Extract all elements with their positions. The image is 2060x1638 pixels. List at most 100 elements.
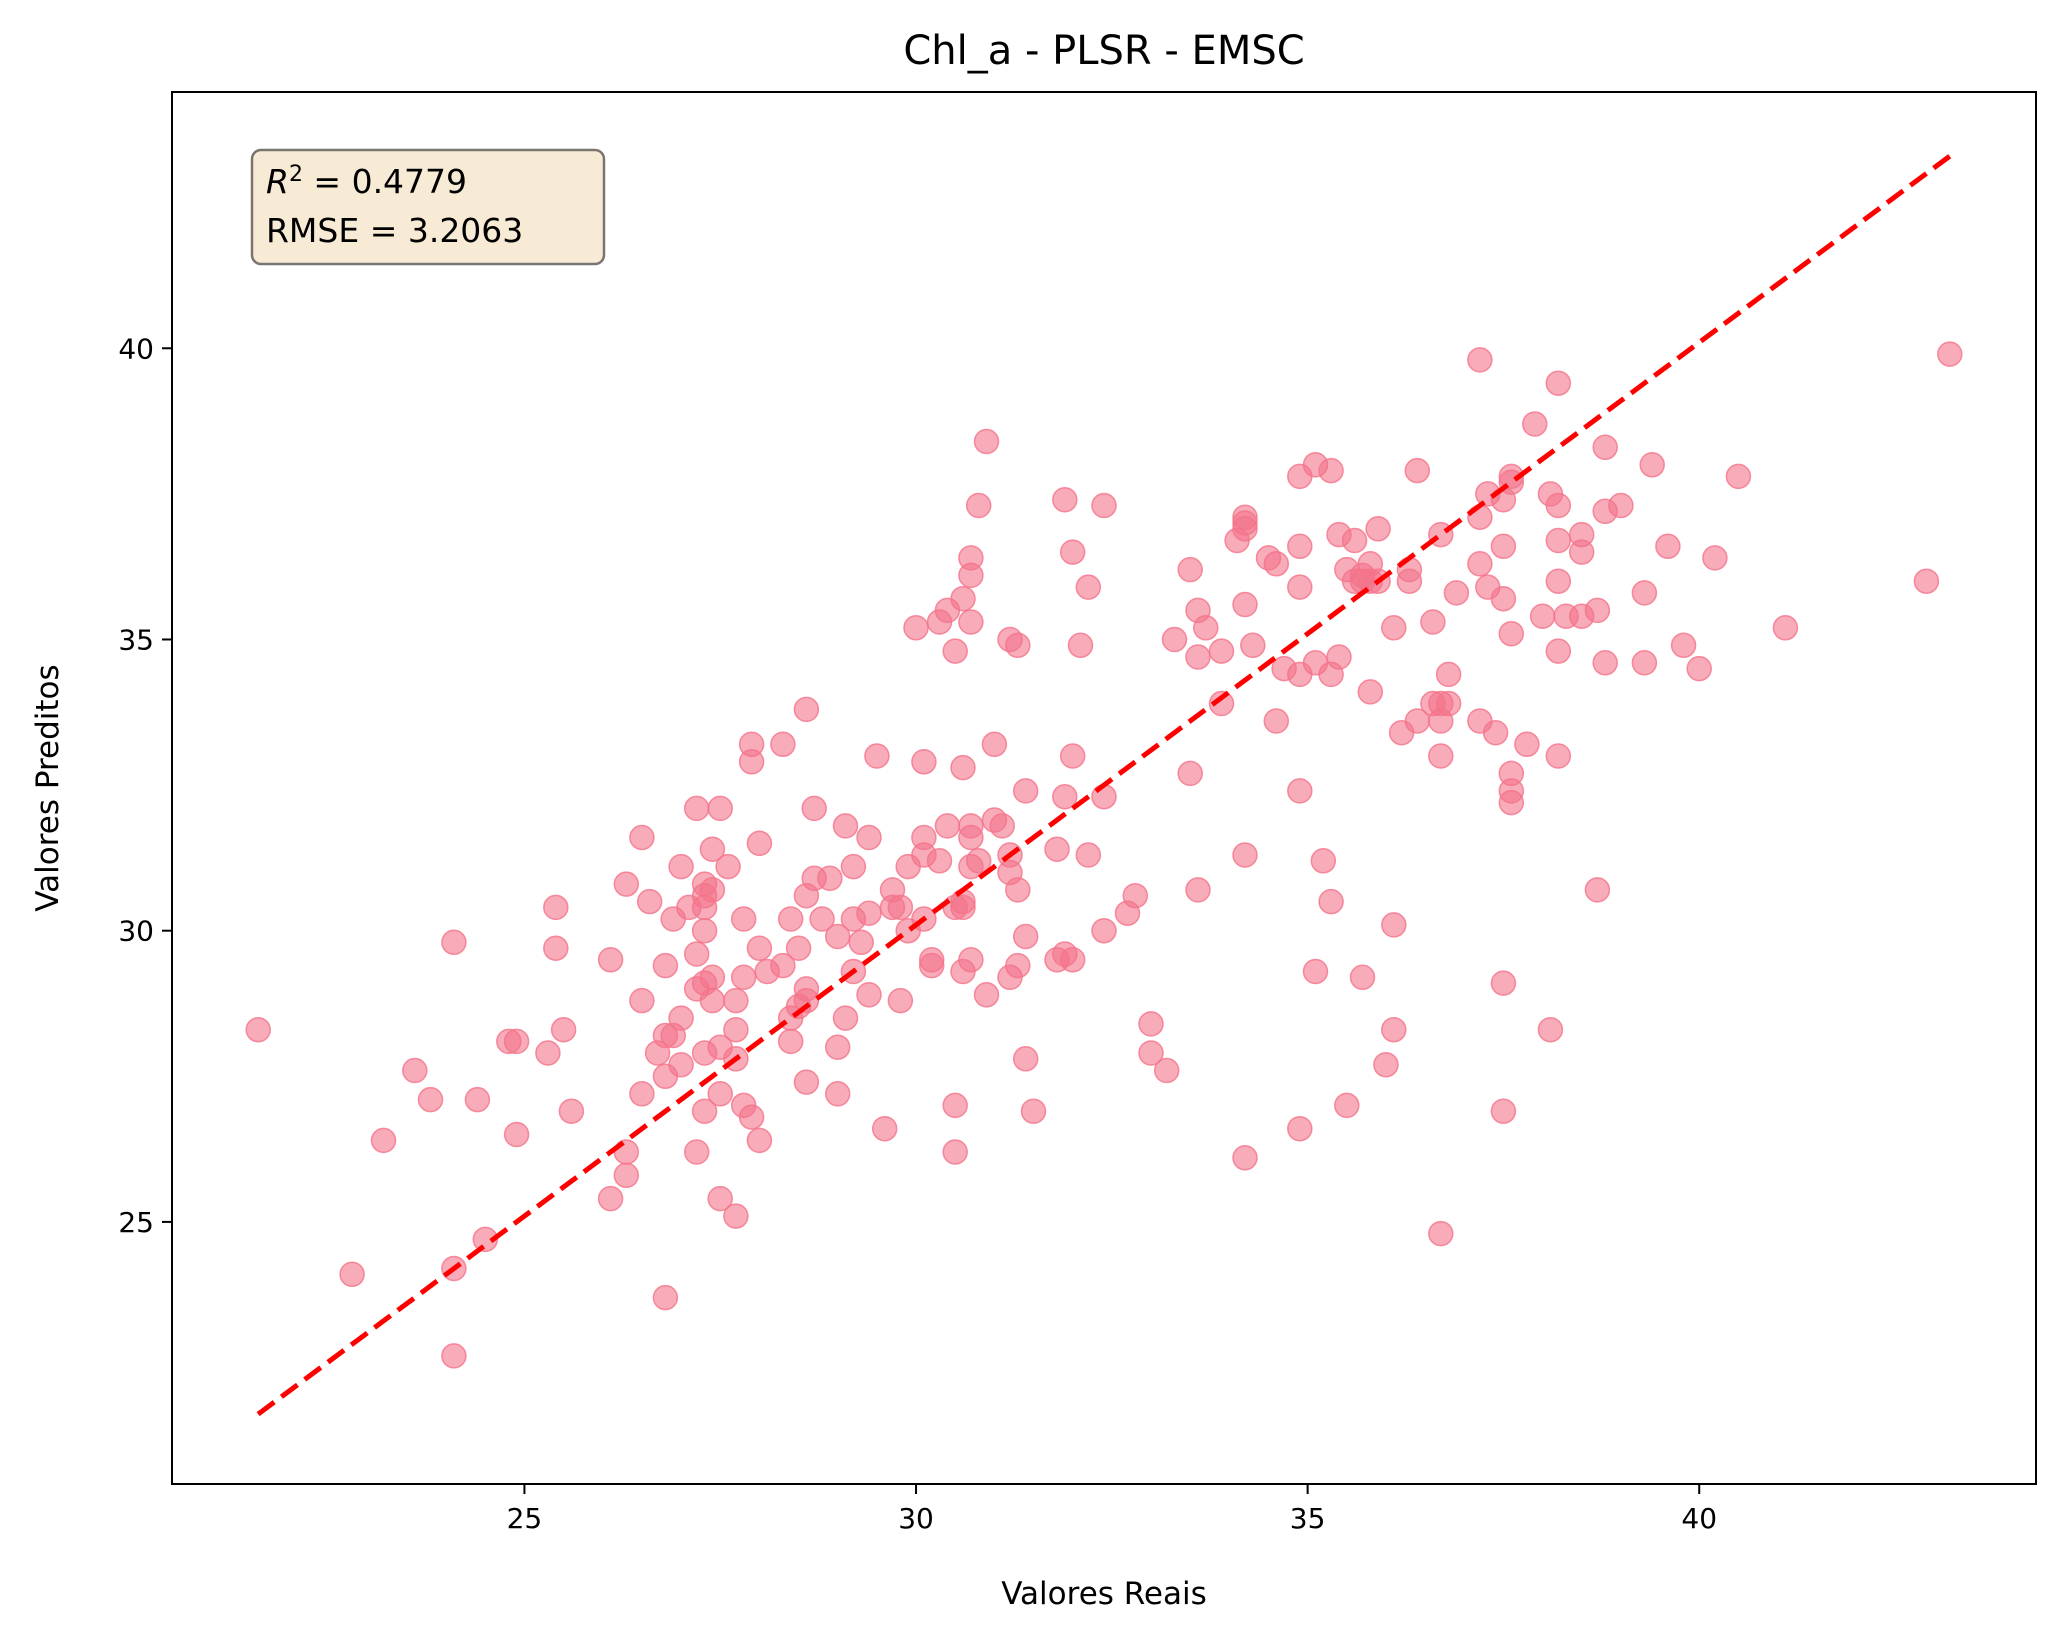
- data-point-31: [652, 1284, 679, 1311]
- data-point-22: [613, 1162, 640, 1189]
- data-point-84: [801, 795, 827, 822]
- data-point-272: [1584, 597, 1611, 624]
- r2-symbol: R: [266, 162, 289, 201]
- data-point-209: [1334, 1092, 1360, 1119]
- data-point-39: [683, 941, 710, 967]
- data-point-207: [1326, 644, 1352, 670]
- data-point-8: [464, 1086, 491, 1113]
- data-point-34: [668, 853, 694, 880]
- data-point-187: [1232, 1145, 1258, 1171]
- data-point-9: [472, 1226, 499, 1253]
- data-point-161: [1067, 632, 1094, 659]
- data-point-279: [1631, 650, 1658, 676]
- data-point-135: [965, 492, 992, 519]
- data-point-114: [918, 952, 945, 979]
- reference-line: [256, 154, 1952, 1417]
- data-point-101: [871, 1115, 898, 1142]
- points-layer: [245, 341, 1963, 1369]
- data-point-160: [1059, 947, 1086, 973]
- data-point-239: [1467, 347, 1493, 373]
- data-point-92: [832, 1005, 859, 1031]
- r2-value: = 0.4779: [303, 162, 467, 201]
- data-point-227: [1404, 457, 1431, 484]
- data-point-118: [934, 813, 961, 839]
- data-point-278: [1631, 580, 1658, 606]
- data-point-68: [746, 830, 773, 857]
- data-point-287: [1913, 568, 1940, 594]
- data-point-11: [503, 1028, 530, 1055]
- data-point-223: [1381, 1016, 1407, 1043]
- data-point-139: [981, 731, 1008, 758]
- data-point-72: [770, 731, 796, 758]
- data-point-49: [699, 836, 726, 862]
- data-point-261: [1537, 1016, 1564, 1043]
- data-point-53: [707, 795, 733, 822]
- data-point-148: [1005, 952, 1031, 979]
- data-point-121: [942, 1092, 968, 1119]
- data-point-109: [911, 749, 937, 775]
- data-point-283: [1686, 655, 1712, 682]
- data-point-98: [856, 900, 882, 926]
- data-point-136: [965, 848, 992, 874]
- data-point-83: [793, 1069, 820, 1095]
- data-point-262: [1545, 370, 1572, 396]
- data-point-24: [629, 987, 655, 1014]
- data-point-191: [1263, 708, 1290, 734]
- data-point-245: [1482, 719, 1509, 746]
- data-point-257: [1514, 731, 1540, 758]
- data-point-172: [1161, 626, 1188, 653]
- data-point-169: [1138, 1011, 1164, 1037]
- data-point-119: [942, 638, 968, 664]
- y-tick-label-35: 35: [118, 623, 154, 656]
- data-point-88: [824, 923, 851, 950]
- data-point-234: [1428, 743, 1454, 769]
- data-point-285: [1725, 463, 1752, 490]
- data-point-205: [1318, 888, 1344, 915]
- y-tick-label-40: 40: [118, 332, 154, 365]
- data-point-288: [1937, 341, 1963, 367]
- data-point-238: [1443, 580, 1470, 606]
- y-tick-label-30: 30: [118, 915, 154, 948]
- data-point-93: [840, 853, 867, 880]
- data-point-158: [1059, 539, 1086, 565]
- data-point-280: [1639, 452, 1665, 478]
- data-point-273: [1584, 877, 1611, 903]
- data-point-156: [1052, 783, 1078, 810]
- data-point-91: [832, 813, 859, 839]
- reference-line-layer: [256, 154, 1952, 1417]
- data-point-266: [1545, 638, 1572, 664]
- data-point-70: [746, 1127, 773, 1154]
- x-tick-label-40: 40: [1681, 1502, 1717, 1535]
- data-point-203: [1318, 457, 1344, 484]
- data-point-188: [1240, 632, 1266, 659]
- data-point-14: [543, 894, 569, 921]
- data-point-141: [989, 813, 1015, 839]
- data-point-198: [1287, 1115, 1313, 1142]
- data-point-150: [1012, 923, 1039, 950]
- data-point-282: [1670, 632, 1697, 659]
- data-point-2: [370, 1127, 397, 1154]
- data-point-270: [1568, 539, 1595, 565]
- data-point-1: [339, 1261, 365, 1288]
- data-point-137: [973, 428, 1000, 455]
- data-point-201: [1302, 958, 1329, 985]
- data-point-249: [1490, 970, 1517, 996]
- data-point-276: [1592, 650, 1618, 676]
- data-point-132: [958, 824, 984, 851]
- data-point-124: [950, 754, 976, 781]
- data-point-264: [1545, 527, 1572, 554]
- data-point-162: [1075, 574, 1102, 600]
- data-point-73: [770, 952, 796, 979]
- data-point-218: [1365, 516, 1391, 542]
- data-point-129: [958, 562, 984, 589]
- data-point-210: [1341, 527, 1368, 554]
- data-point-122: [942, 1139, 968, 1165]
- stats-box: R2 = 0.4779 RMSE = 3.2063: [250, 148, 606, 266]
- data-point-23: [629, 824, 655, 851]
- data-point-18: [597, 947, 624, 973]
- data-point-12: [503, 1121, 530, 1148]
- data-point-76: [777, 1028, 804, 1055]
- data-point-134: [958, 947, 984, 973]
